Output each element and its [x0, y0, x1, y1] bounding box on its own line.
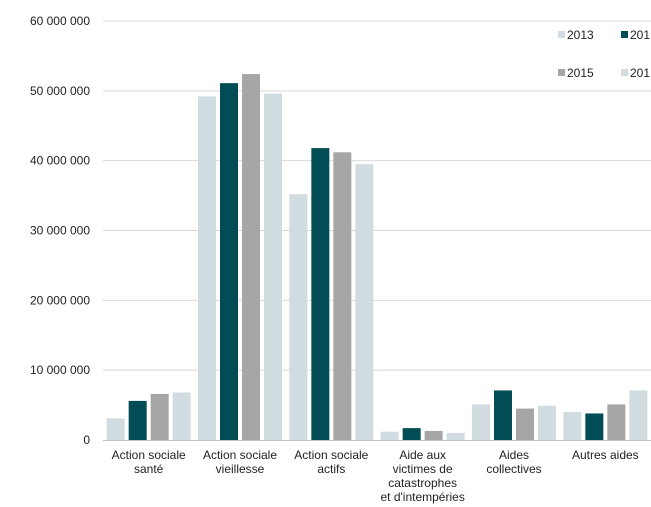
legend-swatch	[558, 31, 565, 38]
bar-2015-2	[333, 152, 352, 440]
bar-2014-1	[220, 83, 238, 440]
legend-label: 201	[630, 66, 650, 80]
x-tick-label-line: et d'intempéries	[380, 490, 464, 504]
bar-2015-5	[607, 404, 626, 440]
y-tick-label: 40 000 000	[30, 154, 90, 168]
x-tick-label: Action sociale actifs	[294, 448, 368, 476]
bar-2014-5	[585, 413, 604, 440]
bar-2015-3	[424, 430, 443, 440]
y-tick-label: 30 000 000	[30, 224, 90, 238]
gridlines	[103, 20, 651, 371]
bar-2016-1	[264, 93, 282, 441]
bar-2016-3	[446, 433, 465, 440]
legend-swatch	[621, 69, 628, 76]
bar-2014-0	[128, 400, 147, 440]
y-tick-label: 20 000 000	[30, 293, 90, 307]
x-tick-label-line: catastrophes	[388, 476, 457, 490]
bar-2013-3	[380, 431, 399, 440]
legend: 2013 201 2015 201	[558, 28, 650, 80]
bar-2016-0	[172, 392, 191, 440]
x-tick-label-line: santé	[134, 462, 164, 476]
x-tick-label: Aide aux victimes de catastrophes et d'inte…	[380, 448, 464, 504]
bar-2016-5	[629, 390, 648, 440]
x-tick-label-line: victimes de	[393, 462, 453, 476]
x-tick-label: Autres aides	[572, 448, 639, 462]
y-tick-label: 60 000 000	[30, 14, 90, 28]
x-tick-label-line: actifs	[317, 462, 345, 476]
legend-swatch	[621, 31, 628, 38]
x-tick-label: Action sociale santé	[112, 448, 186, 476]
bar-2015-4	[516, 408, 534, 440]
x-tick-label-line: vieillesse	[216, 462, 265, 476]
y-tick-label: 50 000 000	[30, 84, 90, 98]
x-tick-label-line: Aides	[499, 448, 529, 462]
x-tick-label-line: Aide aux	[399, 448, 446, 462]
x-tick-label: Action sociale vieillesse	[203, 448, 277, 476]
legend-label: 2015	[567, 66, 594, 80]
bar-2013-2	[289, 194, 308, 440]
x-tick-label-line: collectives	[486, 462, 541, 476]
bar-2014-4	[494, 390, 512, 440]
x-tick-label-line: Action sociale	[294, 448, 368, 462]
bars	[106, 74, 648, 441]
x-tick-label-line: Autres aides	[572, 448, 639, 462]
y-axis-ticks: 0 10 000 000 20 000 000 30 000 000 40 000 00…	[30, 14, 90, 447]
bar-2014-2	[311, 148, 330, 440]
x-tick-label: Aides collectives	[486, 448, 541, 476]
bar-2015-1	[242, 74, 260, 440]
y-tick-label: 10 000 000	[30, 363, 90, 377]
bar-2016-2	[355, 164, 374, 441]
bar-2014-3	[402, 428, 421, 440]
bar-2016-4	[538, 405, 556, 440]
bar-2013-0	[106, 418, 125, 440]
x-tick-label-line: Action sociale	[203, 448, 277, 462]
legend-label: 2013	[567, 28, 594, 42]
bar-2013-5	[563, 412, 582, 440]
legend-swatch	[558, 69, 565, 76]
legend-label: 201	[630, 28, 650, 42]
bar-2013-1	[198, 96, 216, 441]
x-tick-label-line: Action sociale	[112, 448, 186, 462]
y-tick-label: 0	[83, 433, 90, 447]
bar-2013-4	[472, 404, 490, 440]
bar-2015-0	[150, 393, 169, 440]
